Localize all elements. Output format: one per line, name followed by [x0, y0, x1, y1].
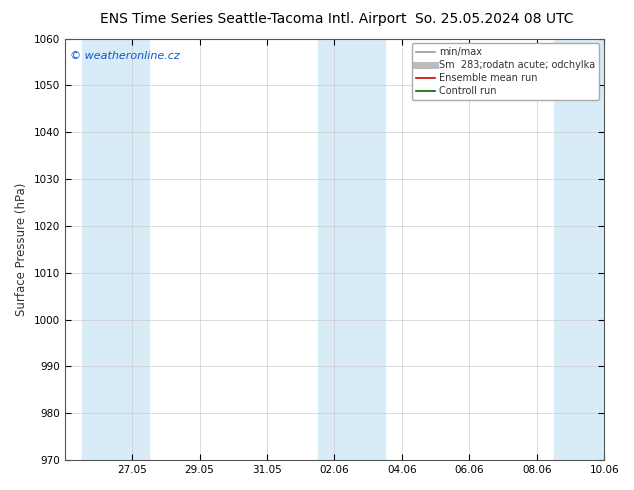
Bar [553, 39, 604, 460]
Bar [82, 39, 149, 460]
Text: ENS Time Series Seattle-Tacoma Intl. Airport: ENS Time Series Seattle-Tacoma Intl. Air… [100, 12, 407, 26]
Y-axis label: Surface Pressure (hPa): Surface Pressure (hPa) [15, 183, 28, 316]
Text: © weatheronline.cz: © weatheronline.cz [70, 51, 180, 61]
Text: So. 25.05.2024 08 UTC: So. 25.05.2024 08 UTC [415, 12, 574, 26]
Bar [318, 39, 385, 460]
Legend: min/max, Sm  283;rodatn acute; odchylka, Ensemble mean run, Controll run: min/max, Sm 283;rodatn acute; odchylka, … [412, 44, 599, 100]
